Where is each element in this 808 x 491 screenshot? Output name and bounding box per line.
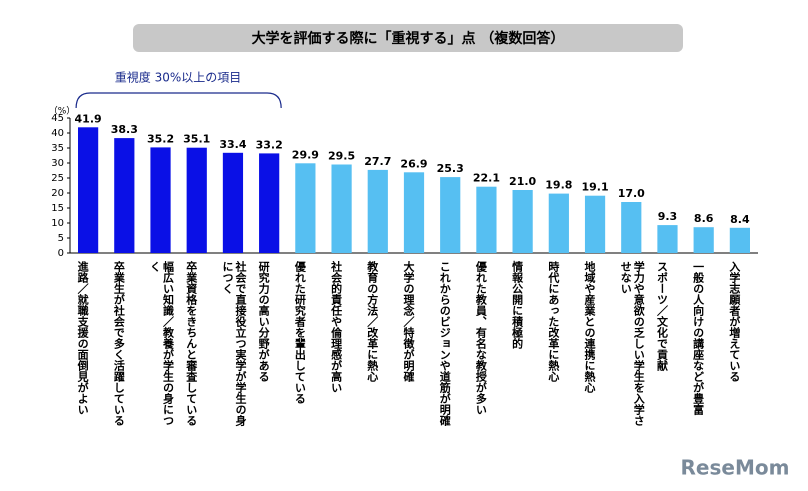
title-box bbox=[133, 24, 683, 52]
y-tick-label: 40 bbox=[51, 128, 64, 139]
bar bbox=[114, 138, 135, 253]
chart-title: 大学を評価する際に「重視する」点 （複数回答） bbox=[252, 30, 565, 47]
x-tick-label: これからのビジョンや道筋が明確 bbox=[438, 261, 452, 426]
x-tick-label: 地域や産業との連携に熱心 bbox=[583, 261, 597, 393]
bar bbox=[331, 164, 352, 253]
bar bbox=[476, 186, 497, 253]
bar bbox=[693, 227, 714, 253]
bar bbox=[403, 172, 425, 253]
value-label: 35.1 bbox=[183, 133, 210, 146]
y-tick-label: 5 bbox=[58, 233, 64, 244]
annotation: 重視度 30%以上の項目 bbox=[115, 70, 242, 85]
value-label: 21.0 bbox=[509, 175, 536, 188]
x-tick-label: 情報公開に積極的 bbox=[510, 261, 524, 349]
y-tick-label: 35 bbox=[51, 143, 64, 154]
value-label: 9.3 bbox=[658, 210, 678, 223]
value-label: 29.9 bbox=[292, 148, 319, 161]
value-label: 19.1 bbox=[581, 181, 608, 194]
x-tick-label: 幅広い知識／教養が学生の身につく bbox=[148, 261, 175, 426]
bar bbox=[657, 225, 678, 253]
x-tick-label: 研究力の高い分野がある bbox=[257, 261, 271, 382]
bar bbox=[621, 202, 642, 253]
x-tick-label: 優れた研究者を輩出している bbox=[293, 261, 307, 404]
bar bbox=[222, 152, 244, 253]
x-tick-label: 卒業生が社会で多く活躍している bbox=[112, 261, 126, 426]
value-label: 8.6 bbox=[694, 212, 714, 225]
y-tick-label: 0 bbox=[58, 248, 64, 259]
y-tick-label: 30 bbox=[51, 158, 64, 169]
value-label: 29.5 bbox=[328, 150, 355, 163]
bar bbox=[186, 147, 207, 253]
y-tick-label: 15 bbox=[51, 203, 64, 214]
y-unit: （%） bbox=[49, 106, 76, 117]
bar bbox=[367, 169, 388, 253]
x-tick-label: 時代にあった改革に熱心 bbox=[546, 261, 560, 382]
value-label: 38.3 bbox=[111, 123, 138, 136]
value-label: 41.9 bbox=[75, 112, 102, 125]
watermark: ReseMom bbox=[681, 456, 790, 480]
y-tick-label: 10 bbox=[51, 218, 64, 229]
x-tick-label: 教育の方法／改革に熱心 bbox=[365, 261, 379, 382]
bar bbox=[78, 127, 99, 253]
x-tick-label: 卒業資格をきちんと審査している bbox=[184, 261, 198, 426]
bar bbox=[150, 147, 171, 253]
y-tick-label: 25 bbox=[51, 173, 64, 184]
bar bbox=[295, 163, 316, 253]
x-tick-label: スポーツ／文化で貢献 bbox=[655, 261, 669, 371]
y-tick-label: 20 bbox=[51, 188, 64, 199]
x-tick-label: 一般の人向けの講座などが豊富 bbox=[691, 261, 705, 415]
value-label: 8.4 bbox=[730, 213, 750, 226]
y-tick-label: 45 bbox=[51, 113, 64, 124]
value-label: 33.2 bbox=[256, 138, 283, 151]
x-tick-label: 社会的責任や倫理感が高い bbox=[329, 261, 343, 393]
x-tick-label: 優れた教員、有名な教授が多い bbox=[474, 261, 488, 415]
x-tick-label: 社会で直接役立つ実学が学生の身につく bbox=[220, 261, 247, 426]
value-label: 33.4 bbox=[219, 138, 246, 151]
value-label: 25.3 bbox=[437, 162, 464, 175]
bar bbox=[512, 190, 533, 253]
bar bbox=[440, 177, 461, 253]
bar bbox=[584, 195, 606, 253]
value-label: 27.7 bbox=[364, 155, 391, 168]
x-tick-label: 入学志願者が増えている bbox=[727, 261, 741, 382]
bar bbox=[259, 153, 280, 253]
value-label: 35.2 bbox=[147, 132, 174, 145]
value-label: 26.9 bbox=[400, 157, 427, 170]
x-tick-label: 進路／就職支援の面倒見がよい bbox=[76, 261, 90, 415]
bracket bbox=[75, 92, 282, 109]
value-label: 17.0 bbox=[618, 187, 645, 200]
x-tick-label: 大学の理念／特徴が明確 bbox=[402, 261, 415, 382]
x-tick-label: 学力や意欲の乏しい学生を入学させない bbox=[619, 261, 646, 426]
bar bbox=[548, 193, 569, 253]
value-label: 22.1 bbox=[473, 172, 500, 185]
bar bbox=[729, 227, 750, 253]
value-label: 19.8 bbox=[545, 179, 572, 192]
